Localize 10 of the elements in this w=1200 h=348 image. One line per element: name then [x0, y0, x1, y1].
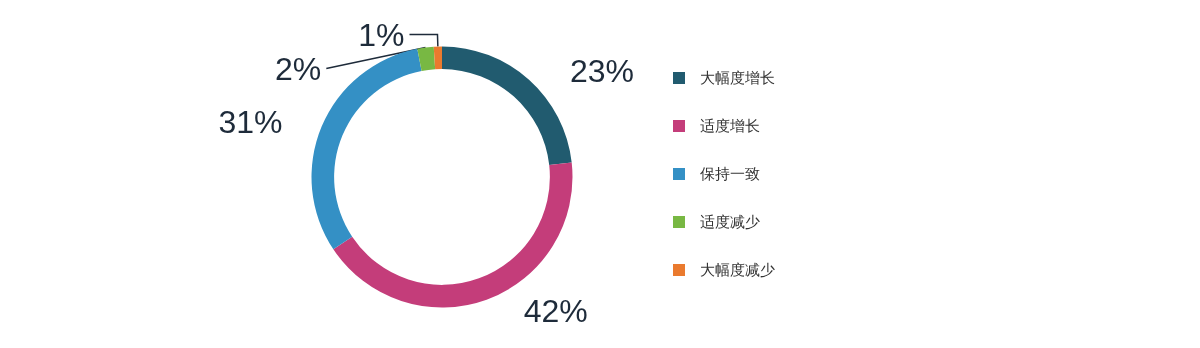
data-label: 2%	[275, 50, 322, 87]
legend-label: 适度增长	[700, 117, 760, 135]
data-label: 1%	[358, 16, 405, 53]
legend-label: 保持一致	[700, 165, 760, 183]
legend-label: 适度减少	[700, 213, 760, 231]
legend-label: 大幅度增长	[700, 69, 775, 87]
data-label: 23%	[570, 52, 635, 89]
data-label: 42%	[523, 292, 588, 329]
legend-label: 大幅度减少	[700, 261, 775, 279]
data-label: 31%	[218, 103, 283, 140]
